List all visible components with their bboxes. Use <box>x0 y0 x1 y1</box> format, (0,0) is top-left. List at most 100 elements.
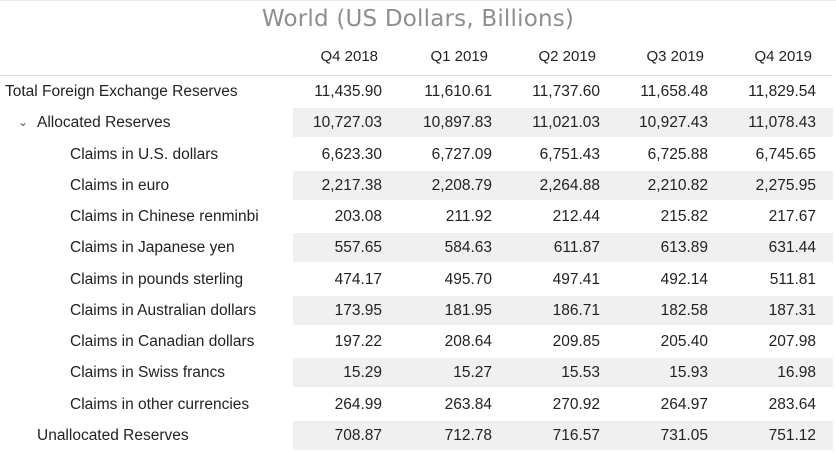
cell-q2-2019: 11,021.03 <box>532 114 600 131</box>
row-label: Unallocated Reserves <box>37 427 189 444</box>
cell-q4-2018: 10,727.03 <box>313 114 382 131</box>
cell-q4-2018: 203.08 <box>334 208 382 225</box>
cell-q1-2019: 211.92 <box>445 208 492 225</box>
header-divider <box>0 75 832 76</box>
row-stripe <box>293 108 833 137</box>
cell-q3-2019: 215.82 <box>660 208 708 225</box>
row-label: Claims in other currencies <box>70 396 250 413</box>
row-label: Claims in Japanese yen <box>70 239 235 256</box>
table-row-claims-chf: Claims in Swiss francs 15.29 15.27 15.53 15.… <box>0 357 836 388</box>
cell-q2-2019: 15.53 <box>561 364 600 381</box>
cell-q3-2019: 11,658.48 <box>640 83 708 100</box>
cell-q3-2019: 182.58 <box>660 302 708 319</box>
cell-q2-2019: 209.85 <box>552 333 600 350</box>
cell-q4-2018: 557.65 <box>334 239 382 256</box>
cell-q4-2019: 187.31 <box>768 302 816 319</box>
cell-q1-2019: 584.63 <box>444 239 492 256</box>
cell-q4-2018: 6,623.30 <box>321 146 382 163</box>
row-label: Total Foreign Exchange Reserves <box>5 83 238 100</box>
column-header-q4-2018: Q4 2018 <box>320 48 378 65</box>
cell-q3-2019: 613.89 <box>660 239 708 256</box>
cell-q4-2019: 6,745.65 <box>755 146 816 163</box>
table-row-claims-yen: Claims in Japanese yen 557.65 584.63 611.87… <box>0 232 836 263</box>
table-row-claims-other: Claims in other currencies 264.99 263.84 27… <box>0 389 836 420</box>
column-header-q3-2019: Q3 2019 <box>646 48 704 65</box>
cell-q2-2019: 497.41 <box>552 271 600 288</box>
cell-q1-2019: 10,897.83 <box>423 114 492 131</box>
chevron-down-icon[interactable]: ⌄ <box>18 115 29 129</box>
table-row-claims-aud: Claims in Australian dollars 173.95 181.95… <box>0 295 836 326</box>
cell-q4-2018: 11,435.90 <box>314 83 382 100</box>
row-label: Claims in euro <box>70 177 170 194</box>
table-row-claims-euro: Claims in euro 2,217.38 2,208.79 2,264.88 2,… <box>0 170 836 201</box>
cell-q2-2019: 186.71 <box>552 302 600 319</box>
cell-q3-2019: 731.05 <box>660 427 708 444</box>
row-label: Allocated Reserves <box>37 114 171 131</box>
cell-q1-2019: 2,208.79 <box>431 177 492 194</box>
table-row-unallocated-reserves: Unallocated Reserves 708.87 712.78 716.57 73… <box>0 420 836 451</box>
cell-q4-2018: 264.99 <box>334 396 382 413</box>
cell-q4-2019: 11,078.43 <box>748 114 816 131</box>
cell-q1-2019: 712.78 <box>444 427 492 444</box>
table-row-claims-usd: Claims in U.S. dollars 6,623.30 6,727.09 6,… <box>0 139 836 170</box>
cell-q4-2018: 197.22 <box>334 333 382 350</box>
cell-q4-2018: 173.95 <box>334 302 382 319</box>
row-label: Claims in U.S. dollars <box>70 146 219 163</box>
cell-q4-2019: 751.12 <box>768 427 816 444</box>
row-stripe <box>293 358 833 387</box>
cell-q1-2019: 495.70 <box>444 271 492 288</box>
table-row-claims-sterling: Claims in pounds sterling 474.17 495.70 497… <box>0 264 836 295</box>
cell-q3-2019: 2,210.82 <box>647 177 708 194</box>
cell-q2-2019: 212.44 <box>552 208 600 225</box>
cell-q1-2019: 263.84 <box>444 396 492 413</box>
cell-q3-2019: 492.14 <box>660 271 708 288</box>
row-label: Claims in Chinese renminbi <box>70 208 259 225</box>
cell-q1-2019: 208.64 <box>444 333 492 350</box>
top-divider <box>0 0 836 1</box>
table-row-allocated-reserves[interactable]: ⌄ Allocated Reserves 10,727.03 10,897.83 11,… <box>0 107 836 138</box>
cell-q4-2018: 2,217.38 <box>321 177 382 194</box>
cell-q4-2019: 207.98 <box>768 333 816 350</box>
cell-q2-2019: 2,264.88 <box>539 177 600 194</box>
cell-q3-2019: 6,725.88 <box>647 146 708 163</box>
table-row-total-reserves: Total Foreign Exchange Reserves 11,435.90… <box>0 76 836 107</box>
cell-q1-2019: 6,727.09 <box>431 146 492 163</box>
cell-q4-2019: 217.67 <box>768 208 816 225</box>
cell-q2-2019: 11,737.60 <box>532 83 600 100</box>
cell-q4-2019: 511.81 <box>769 271 816 288</box>
cell-q4-2019: 2,275.95 <box>755 177 816 194</box>
table-row-claims-renminbi: Claims in Chinese renminbi 203.08 211.92 21… <box>0 201 836 232</box>
cell-q1-2019: 11,610.61 <box>424 83 492 100</box>
row-stripe <box>293 421 833 450</box>
cell-q3-2019: 264.97 <box>660 396 708 413</box>
cell-q4-2018: 474.17 <box>334 271 382 288</box>
row-label: Claims in Swiss francs <box>70 364 226 381</box>
cell-q2-2019: 6,751.43 <box>539 146 600 163</box>
row-stripe <box>293 171 833 200</box>
column-header-row: Q4 2018 Q1 2019 Q2 2019 Q3 2019 Q4 2019 <box>0 48 836 72</box>
cell-q4-2019: 283.64 <box>768 396 816 413</box>
row-label: Claims in pounds sterling <box>70 271 244 288</box>
cell-q4-2019: 11,829.54 <box>748 83 816 100</box>
cell-q2-2019: 716.57 <box>552 427 600 444</box>
column-header-q2-2019: Q2 2019 <box>538 48 596 65</box>
cell-q3-2019: 10,927.43 <box>639 114 708 131</box>
column-header-q4-2019: Q4 2019 <box>754 48 812 65</box>
cell-q4-2018: 15.29 <box>343 364 382 381</box>
row-label: Claims in Canadian dollars <box>70 333 255 350</box>
cell-q4-2019: 16.98 <box>777 364 816 381</box>
cell-q1-2019: 15.27 <box>453 364 492 381</box>
row-label: Claims in Australian dollars <box>70 302 257 319</box>
row-stripe <box>293 233 833 262</box>
cell-q2-2019: 611.87 <box>553 239 600 256</box>
cell-q4-2019: 631.44 <box>768 239 816 256</box>
cell-q4-2018: 708.87 <box>334 427 382 444</box>
cell-q3-2019: 205.40 <box>660 333 708 350</box>
cell-q3-2019: 15.93 <box>669 364 708 381</box>
cell-q2-2019: 270.92 <box>552 396 600 413</box>
table-title: World (US Dollars, Billions) <box>261 6 575 32</box>
row-stripe <box>293 296 833 325</box>
table-row-claims-cad: Claims in Canadian dollars 197.22 208.64 20… <box>0 326 836 357</box>
cell-q1-2019: 181.95 <box>444 302 492 319</box>
column-header-q1-2019: Q1 2019 <box>430 48 488 65</box>
